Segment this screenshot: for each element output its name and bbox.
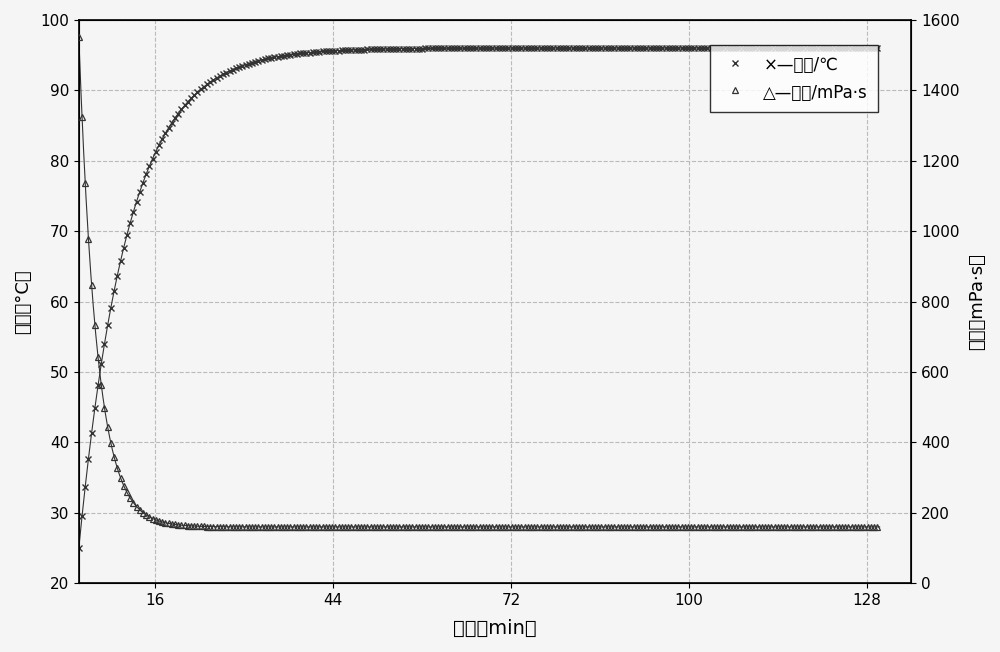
- ×—温度/℃: [839, 44, 851, 52]
- ×—温度/℃: [204, 78, 216, 86]
- ×—温度/℃: [624, 44, 636, 52]
- △—粘度/mPa·s: [842, 523, 854, 531]
- △—粘度/mPa·s: [393, 523, 405, 531]
- Y-axis label: 粘度（mPa·s）: 粘度（mPa·s）: [968, 253, 986, 350]
- △—粘度/mPa·s: [204, 523, 216, 531]
- △—粘度/mPa·s: [73, 34, 85, 42]
- △—粘度/mPa·s: [535, 523, 547, 531]
- △—粘度/mPa·s: [403, 523, 415, 531]
- X-axis label: 时间（min）: 时间（min）: [453, 619, 537, 638]
- Y-axis label: 温度（°C）: 温度（°C）: [14, 269, 32, 334]
- Line: ×—温度/℃: ×—温度/℃: [76, 45, 880, 551]
- △—粘度/mPa·s: [624, 523, 636, 531]
- ×—温度/℃: [393, 45, 405, 53]
- △—粘度/mPa·s: [785, 523, 797, 531]
- ×—温度/℃: [871, 44, 883, 52]
- ×—温度/℃: [73, 544, 85, 552]
- Line: △—粘度/mPa·s: △—粘度/mPa·s: [76, 35, 880, 529]
- Legend: ×—温度/℃, △—粘度/mPa·s: ×—温度/℃, △—粘度/mPa·s: [710, 45, 878, 112]
- △—粘度/mPa·s: [871, 523, 883, 531]
- ×—温度/℃: [535, 44, 547, 52]
- ×—温度/℃: [403, 45, 415, 53]
